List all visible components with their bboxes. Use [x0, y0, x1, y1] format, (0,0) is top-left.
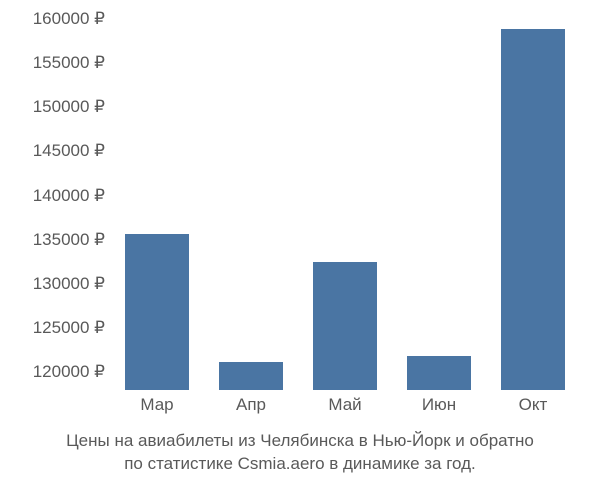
y-tick-label: 140000 ₽: [0, 186, 105, 206]
x-axis: Мар Апр Май Июн Окт: [110, 395, 580, 425]
x-tick-label: Июн: [422, 395, 456, 415]
y-tick-label: 155000 ₽: [0, 53, 105, 73]
bar: [219, 362, 283, 390]
x-tick-label: Апр: [236, 395, 266, 415]
y-tick-label: 145000 ₽: [0, 141, 105, 161]
y-tick-label: 150000 ₽: [0, 97, 105, 117]
bar: [313, 262, 377, 390]
bar: [407, 356, 471, 390]
y-tick-label: 135000 ₽: [0, 230, 105, 250]
caption-line-2: по статистике Csmia.aero в динамике за г…: [124, 454, 476, 473]
y-axis: 120000 ₽ 125000 ₽ 130000 ₽ 135000 ₽ 140000 ₽…: [0, 10, 105, 390]
x-tick-label: Май: [328, 395, 361, 415]
plot-area: [110, 10, 580, 390]
y-tick-label: 130000 ₽: [0, 274, 105, 294]
bar: [501, 29, 565, 390]
y-tick-label: 120000 ₽: [0, 362, 105, 382]
x-tick-label: Мар: [140, 395, 173, 415]
y-tick-label: 160000 ₽: [0, 9, 105, 29]
bar: [125, 234, 189, 390]
y-tick-label: 125000 ₽: [0, 318, 105, 338]
price-chart: 120000 ₽ 125000 ₽ 130000 ₽ 135000 ₽ 140000 ₽…: [0, 0, 600, 500]
caption-line-1: Цены на авиабилеты из Челябинска в Нью-Й…: [66, 431, 534, 450]
chart-caption: Цены на авиабилеты из Челябинска в Нью-Й…: [0, 430, 600, 476]
x-tick-label: Окт: [519, 395, 548, 415]
